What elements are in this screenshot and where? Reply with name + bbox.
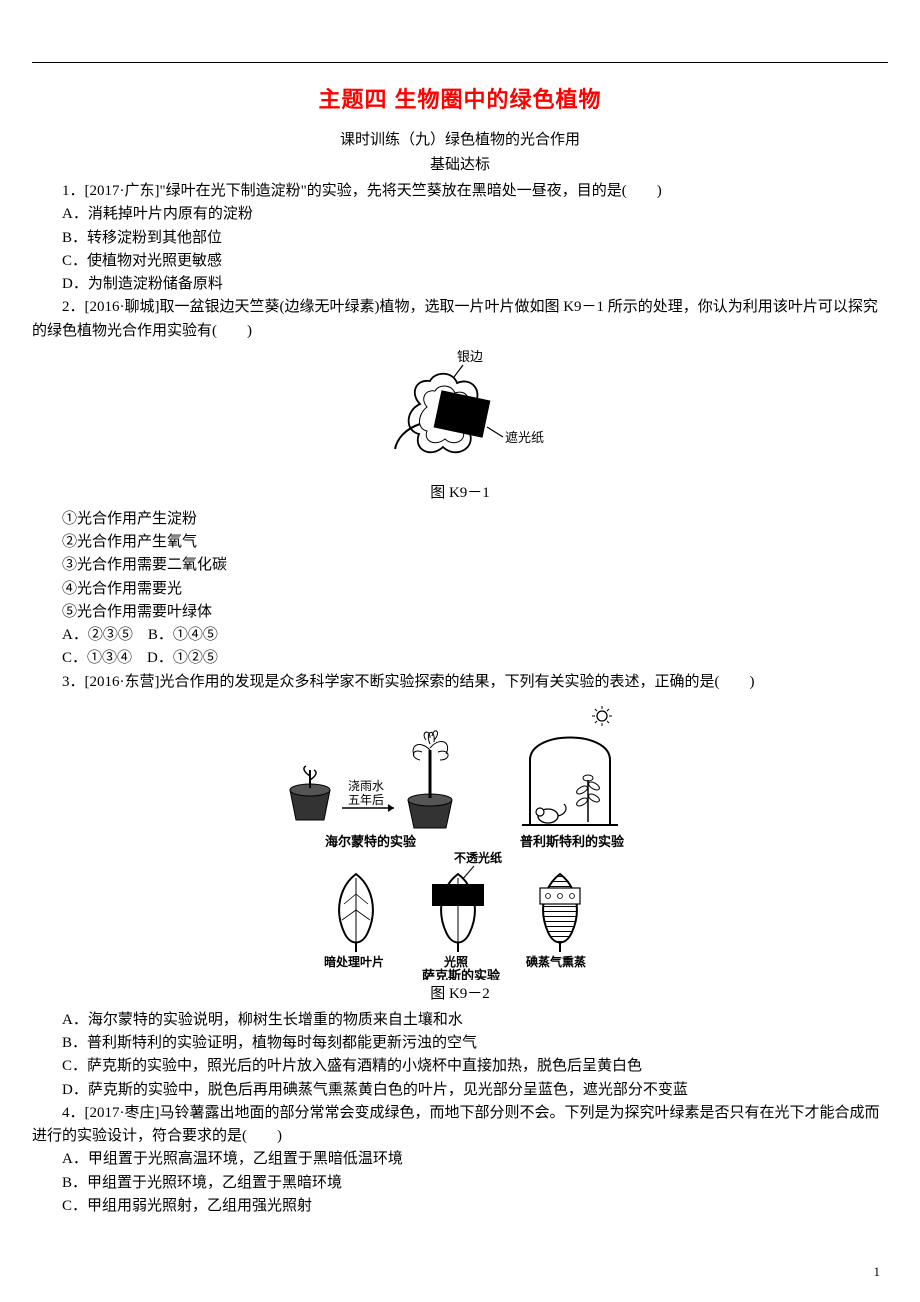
q2-option-cd: C．①③④ D．①②⑤ <box>32 647 888 670</box>
helmont-caption: 海尔蒙特的实验 <box>325 834 417 849</box>
q4-option-c: C．甲组用弱光照射，乙组用强光照射 <box>32 1195 888 1218</box>
top-rule <box>32 62 888 63</box>
fig1-label-silver: 银边 <box>457 349 483 364</box>
fig-k9-1-caption: 图 K9－1 <box>32 481 888 502</box>
sachs-sub-b: 光照 <box>443 954 468 969</box>
helmont-mid-2: 五年后 <box>348 793 384 807</box>
q1-option-a: A．消耗掉叶片内原有的淀粉 <box>32 203 888 226</box>
q1-option-d: D．为制造淀粉储备原料 <box>32 273 888 296</box>
experiments-row2-icon: 不透光纸 <box>304 850 616 980</box>
q2-option-ab: A．②③⑤ B．①④⑤ <box>32 624 888 647</box>
main-title: 主题四 生物圈中的绿色植物 <box>32 82 888 114</box>
q1-stem: 1．[2017·广东]"绿叶在光下制造淀粉"的实验，先将天竺葵放在黑暗处一昼夜，… <box>32 180 888 203</box>
fig-k9-2-caption: 图 K9－2 <box>32 982 888 1003</box>
page-body: 主题四 生物圈中的绿色植物 课时训练（九）绿色植物的光合作用 基础达标 1．[2… <box>0 0 920 1218</box>
q1-option-b: B．转移淀粉到其他部位 <box>32 227 888 250</box>
q1-option-c: C．使植物对光照更敏感 <box>32 250 888 273</box>
sachs-sub-c: 碘蒸气熏蒸 <box>525 954 586 969</box>
q3-option-b: B．普利斯特利的实验证明，植物每时每刻都能更新污浊的空气 <box>32 1032 888 1055</box>
sachs-sub-a: 暗处理叶片 <box>324 954 384 969</box>
leaf-diagram-icon: 银边 遮光纸 <box>375 349 545 479</box>
figure-k9-2: 浇雨水 五年后 海 <box>32 700 888 1003</box>
section-title: 基础达标 <box>32 153 888 174</box>
experiments-row1-icon: 浇雨水 五年后 海 <box>270 700 650 850</box>
q2-sub4: ④光合作用需要光 <box>32 578 888 601</box>
q2-sub1: ①光合作用产生淀粉 <box>32 508 888 531</box>
fig1-label-shade: 遮光纸 <box>505 430 544 445</box>
helmont-mid-1: 浇雨水 <box>348 779 384 793</box>
q4-option-a: A．甲组置于光照高温环境，乙组置于黑暗低温环境 <box>32 1148 888 1171</box>
sachs-caption: 萨克斯的实验 <box>422 968 501 980</box>
q2-stem: 2．[2016·聊城]取一盆银边天竺葵(边缘无叶绿素)植物，选取一片叶片做如图 … <box>32 296 888 343</box>
lesson-subtitle: 课时训练（九）绿色植物的光合作用 <box>32 128 888 149</box>
q3-option-a: A．海尔蒙特的实验说明，柳树生长增重的物质来自土壤和水 <box>32 1009 888 1032</box>
q3-option-c: C．萨克斯的实验中，照光后的叶片放入盛有酒精的小烧杯中直接加热，脱色后呈黄白色 <box>32 1055 888 1078</box>
q2-sub3: ③光合作用需要二氧化碳 <box>32 554 888 577</box>
q4-option-b: B．甲组置于光照环境，乙组置于黑暗环境 <box>32 1172 888 1195</box>
page-number: 1 <box>874 1264 881 1280</box>
q3-option-d: D．萨克斯的实验中，脱色后再用碘蒸气熏蒸黄白色的叶片，见光部分呈蓝色，遮光部分不… <box>32 1079 888 1102</box>
q3-stem: 3．[2016·东营]光合作用的发现是众多科学家不断实验探索的结果，下列有关实验… <box>32 671 888 694</box>
q2-sub2: ②光合作用产生氧气 <box>32 531 888 554</box>
q4-stem: 4．[2017·枣庄]马铃薯露出地面的部分常常会变成绿色，而地下部分则不会。下列… <box>32 1102 888 1149</box>
priestley-caption: 普利斯特利的实验 <box>520 834 625 849</box>
figure-k9-1: 银边 遮光纸 图 K9－1 <box>32 349 888 502</box>
q2-sub5: ⑤光合作用需要叶绿体 <box>32 601 888 624</box>
sachs-label-opaque: 不透光纸 <box>454 850 502 865</box>
